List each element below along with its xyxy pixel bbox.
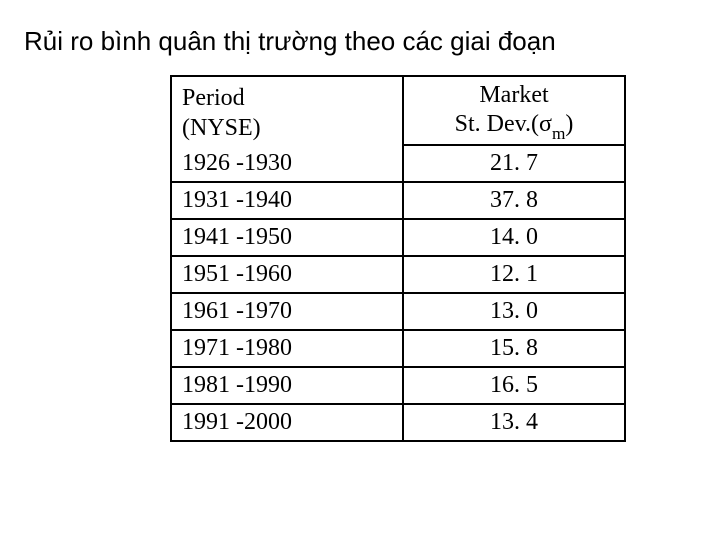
cell-period: 1961 -1970	[171, 293, 403, 330]
table-row: 1941 -1950 14. 0	[171, 219, 625, 256]
table-row: 1971 -1980 15. 8	[171, 330, 625, 367]
header-value-line2-post: )	[565, 111, 573, 137]
table-row: 1951 -1960 12. 1	[171, 256, 625, 293]
cell-value: 13. 0	[403, 293, 625, 330]
cell-period: 1926 -1930	[171, 145, 403, 182]
header-value-line2-sub: m	[552, 124, 565, 143]
cell-value: 12. 1	[403, 256, 625, 293]
header-period-line1: Period	[182, 85, 245, 111]
cell-value: 16. 5	[403, 367, 625, 404]
cell-period: 1931 -1940	[171, 182, 403, 219]
data-table: Period (NYSE) Market St. Dev.(σm) 1926 -…	[170, 75, 626, 442]
cell-value: 37. 8	[403, 182, 625, 219]
header-period: Period (NYSE)	[171, 76, 403, 145]
cell-value: 21. 7	[403, 145, 625, 182]
header-value: Market St. Dev.(σm)	[403, 76, 625, 145]
page: Rủi ro bình quân thị trường theo các gia…	[0, 0, 720, 442]
table-row: 1926 -1930 21. 7	[171, 145, 625, 182]
cell-period: 1991 -2000	[171, 404, 403, 441]
cell-period: 1951 -1960	[171, 256, 403, 293]
table-row: 1931 -1940 37. 8	[171, 182, 625, 219]
header-value-line1: Market	[479, 82, 548, 108]
page-title: Rủi ro bình quân thị trường theo các gia…	[24, 26, 700, 57]
header-period-line2: (NYSE)	[182, 115, 261, 141]
cell-period: 1941 -1950	[171, 219, 403, 256]
table-row: 1961 -1970 13. 0	[171, 293, 625, 330]
table-row: 1991 -2000 13. 4	[171, 404, 625, 441]
cell-value: 13. 4	[403, 404, 625, 441]
table-row: 1981 -1990 16. 5	[171, 367, 625, 404]
table-container: Period (NYSE) Market St. Dev.(σm) 1926 -…	[170, 75, 700, 442]
header-value-line2-pre: St. Dev.(σ	[455, 111, 552, 137]
cell-period: 1981 -1990	[171, 367, 403, 404]
table-header-row: Period (NYSE) Market St. Dev.(σm)	[171, 76, 625, 145]
cell-value: 14. 0	[403, 219, 625, 256]
cell-value: 15. 8	[403, 330, 625, 367]
cell-period: 1971 -1980	[171, 330, 403, 367]
